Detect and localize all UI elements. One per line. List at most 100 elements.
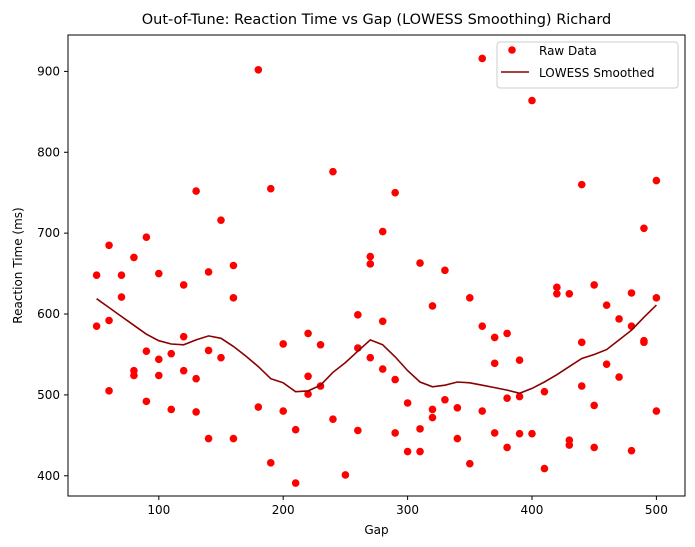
- data-point: [391, 429, 399, 437]
- data-point: [540, 387, 549, 396]
- data-point: [391, 188, 399, 197]
- data-point: [590, 281, 598, 289]
- data-point: [229, 294, 238, 302]
- data-point: [229, 261, 238, 270]
- data-point: [204, 268, 213, 276]
- data-point: [179, 332, 188, 341]
- x-axis-label: Gap: [364, 523, 388, 537]
- data-point: [615, 315, 623, 323]
- data-point: [428, 413, 437, 422]
- data-point: [217, 353, 225, 362]
- data-point: [167, 405, 176, 414]
- data-point: [378, 227, 387, 236]
- data-point: [366, 252, 375, 261]
- data-point: [142, 397, 151, 406]
- y-axis: 400 500 600 700 800 900: [37, 64, 68, 483]
- data-point: [602, 360, 611, 368]
- data-point: [204, 434, 213, 443]
- data-point: [453, 434, 462, 443]
- plot-frame: [67, 34, 686, 497]
- y-tick-label: 700: [37, 226, 60, 240]
- data-point: [478, 407, 487, 415]
- lowess-line: [96, 298, 657, 395]
- data-point: [640, 338, 648, 347]
- data-point: [192, 374, 200, 383]
- data-point: [192, 187, 200, 195]
- data-point: [366, 260, 375, 268]
- raw-data-points: [92, 54, 661, 487]
- data-point: [453, 404, 462, 412]
- data-point: [105, 241, 113, 250]
- data-point: [155, 371, 163, 380]
- chart-title: Out-of-Tune: Reaction Time vs Gap (LOWES…: [142, 12, 612, 28]
- data-point: [92, 322, 101, 330]
- legend-marker-raw: [508, 46, 516, 54]
- data-point: [179, 366, 188, 375]
- data-point: [490, 429, 499, 437]
- x-tick-label: 500: [645, 503, 668, 517]
- x-tick-label: 400: [521, 503, 544, 517]
- data-point: [577, 180, 586, 189]
- data-point: [92, 271, 101, 280]
- data-point: [217, 216, 225, 225]
- data-point: [155, 355, 163, 364]
- data-point: [627, 289, 636, 297]
- data-point: [204, 346, 213, 355]
- legend-label-smooth: LOWESS Smoothed: [539, 66, 655, 80]
- data-point: [105, 316, 113, 325]
- plot-area: [67, 34, 686, 497]
- data-point: [553, 283, 561, 292]
- data-point: [117, 293, 126, 301]
- data-point: [105, 387, 113, 395]
- x-tick-label: 100: [147, 503, 170, 517]
- data-point: [428, 302, 437, 310]
- data-point: [142, 347, 151, 356]
- data-point: [577, 338, 586, 347]
- data-point: [478, 322, 487, 330]
- data-point: [565, 290, 574, 298]
- data-point: [503, 394, 511, 402]
- x-tick-label: 300: [396, 503, 419, 517]
- data-point: [590, 443, 598, 452]
- y-axis-label: Reaction Time (ms): [11, 207, 25, 323]
- data-point: [540, 464, 549, 473]
- data-point: [304, 390, 312, 398]
- data-point: [155, 269, 163, 278]
- data-point: [329, 167, 337, 176]
- data-point: [266, 459, 275, 467]
- y-tick-label: 600: [37, 307, 60, 321]
- data-point: [515, 429, 524, 438]
- data-point: [503, 329, 511, 338]
- data-point: [117, 271, 126, 280]
- data-point: [503, 443, 511, 452]
- data-point: [279, 340, 288, 348]
- data-point: [465, 459, 474, 468]
- data-point: [378, 365, 387, 373]
- data-point: [416, 425, 424, 433]
- data-point: [602, 301, 611, 309]
- data-point: [615, 373, 623, 381]
- data-point: [565, 436, 574, 444]
- y-tick-label: 400: [37, 469, 60, 483]
- data-point: [142, 233, 151, 241]
- data-point: [627, 322, 636, 330]
- data-point: [316, 340, 325, 349]
- data-point: [428, 405, 437, 414]
- data-point: [403, 399, 412, 407]
- data-point: [416, 259, 424, 267]
- data-point: [391, 375, 399, 384]
- data-point: [577, 382, 586, 390]
- data-point: [291, 425, 300, 434]
- data-point: [366, 353, 375, 362]
- data-point: [130, 253, 138, 262]
- data-point: [291, 479, 300, 487]
- x-tick-label: 200: [272, 503, 295, 517]
- data-point: [279, 407, 288, 415]
- data-point: [130, 371, 138, 380]
- data-point: [652, 294, 661, 302]
- y-tick-label: 500: [37, 388, 60, 402]
- data-point: [341, 471, 350, 479]
- data-point: [179, 281, 188, 289]
- data-point: [378, 317, 387, 326]
